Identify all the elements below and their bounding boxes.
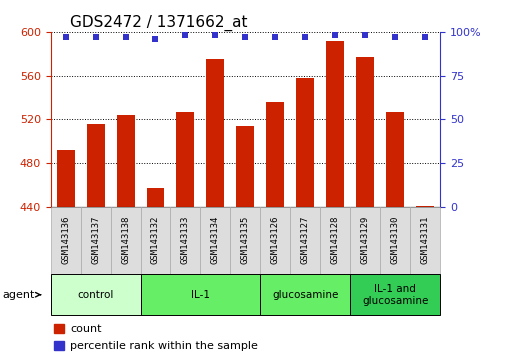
Bar <box>80 207 110 274</box>
Text: GSM143127: GSM143127 <box>300 215 309 264</box>
Text: IL-1 and
glucosamine: IL-1 and glucosamine <box>362 284 428 306</box>
Text: GSM143129: GSM143129 <box>360 215 369 264</box>
Bar <box>416 206 433 207</box>
Bar <box>410 207 439 274</box>
Text: GSM143135: GSM143135 <box>240 215 249 264</box>
Point <box>271 34 279 40</box>
Text: GSM143138: GSM143138 <box>121 215 130 264</box>
Text: GDS2472 / 1371662_at: GDS2472 / 1371662_at <box>70 14 247 30</box>
Bar <box>260 274 349 315</box>
Text: GSM143126: GSM143126 <box>270 215 279 264</box>
Point <box>151 36 159 42</box>
Text: percentile rank within the sample: percentile rank within the sample <box>70 341 258 350</box>
Bar <box>206 59 224 207</box>
Point <box>91 34 99 40</box>
Bar <box>326 41 343 207</box>
Bar <box>349 207 380 274</box>
Text: GSM143131: GSM143131 <box>420 215 429 264</box>
Bar <box>290 207 320 274</box>
Text: GSM143133: GSM143133 <box>181 215 189 264</box>
Point <box>390 34 398 40</box>
Point <box>181 33 189 38</box>
Point <box>300 34 309 40</box>
Point <box>121 34 129 40</box>
Bar <box>200 207 230 274</box>
Text: GSM143136: GSM143136 <box>61 215 70 264</box>
Bar <box>266 102 284 207</box>
Bar <box>170 207 200 274</box>
Bar <box>349 274 439 315</box>
Text: control: control <box>77 290 114 300</box>
Bar <box>296 78 314 207</box>
Bar <box>140 207 170 274</box>
Bar <box>320 207 349 274</box>
Bar <box>55 324 64 333</box>
Text: GSM143132: GSM143132 <box>150 215 160 264</box>
Point <box>420 34 428 40</box>
Text: GSM143130: GSM143130 <box>390 215 399 264</box>
Bar <box>380 207 410 274</box>
Text: IL-1: IL-1 <box>190 290 210 300</box>
Bar <box>50 274 140 315</box>
Bar <box>86 124 105 207</box>
Point <box>361 33 369 38</box>
Text: GSM143137: GSM143137 <box>91 215 100 264</box>
Text: agent: agent <box>3 290 40 300</box>
Bar <box>260 207 290 274</box>
Bar <box>385 112 403 207</box>
Bar <box>140 274 260 315</box>
Text: GSM143128: GSM143128 <box>330 215 339 264</box>
Bar <box>230 207 260 274</box>
Point <box>62 34 70 40</box>
Point <box>241 34 249 40</box>
Bar <box>116 115 134 207</box>
Bar <box>356 57 374 207</box>
Point <box>211 33 219 38</box>
Bar <box>55 341 64 350</box>
Point <box>331 33 339 38</box>
Text: glucosamine: glucosamine <box>272 290 338 300</box>
Bar <box>146 188 164 207</box>
Bar <box>110 207 140 274</box>
Text: GSM143134: GSM143134 <box>211 215 220 264</box>
Text: count: count <box>70 324 102 333</box>
Bar <box>236 126 254 207</box>
Bar <box>57 150 74 207</box>
Bar <box>50 207 80 274</box>
Bar <box>176 112 194 207</box>
